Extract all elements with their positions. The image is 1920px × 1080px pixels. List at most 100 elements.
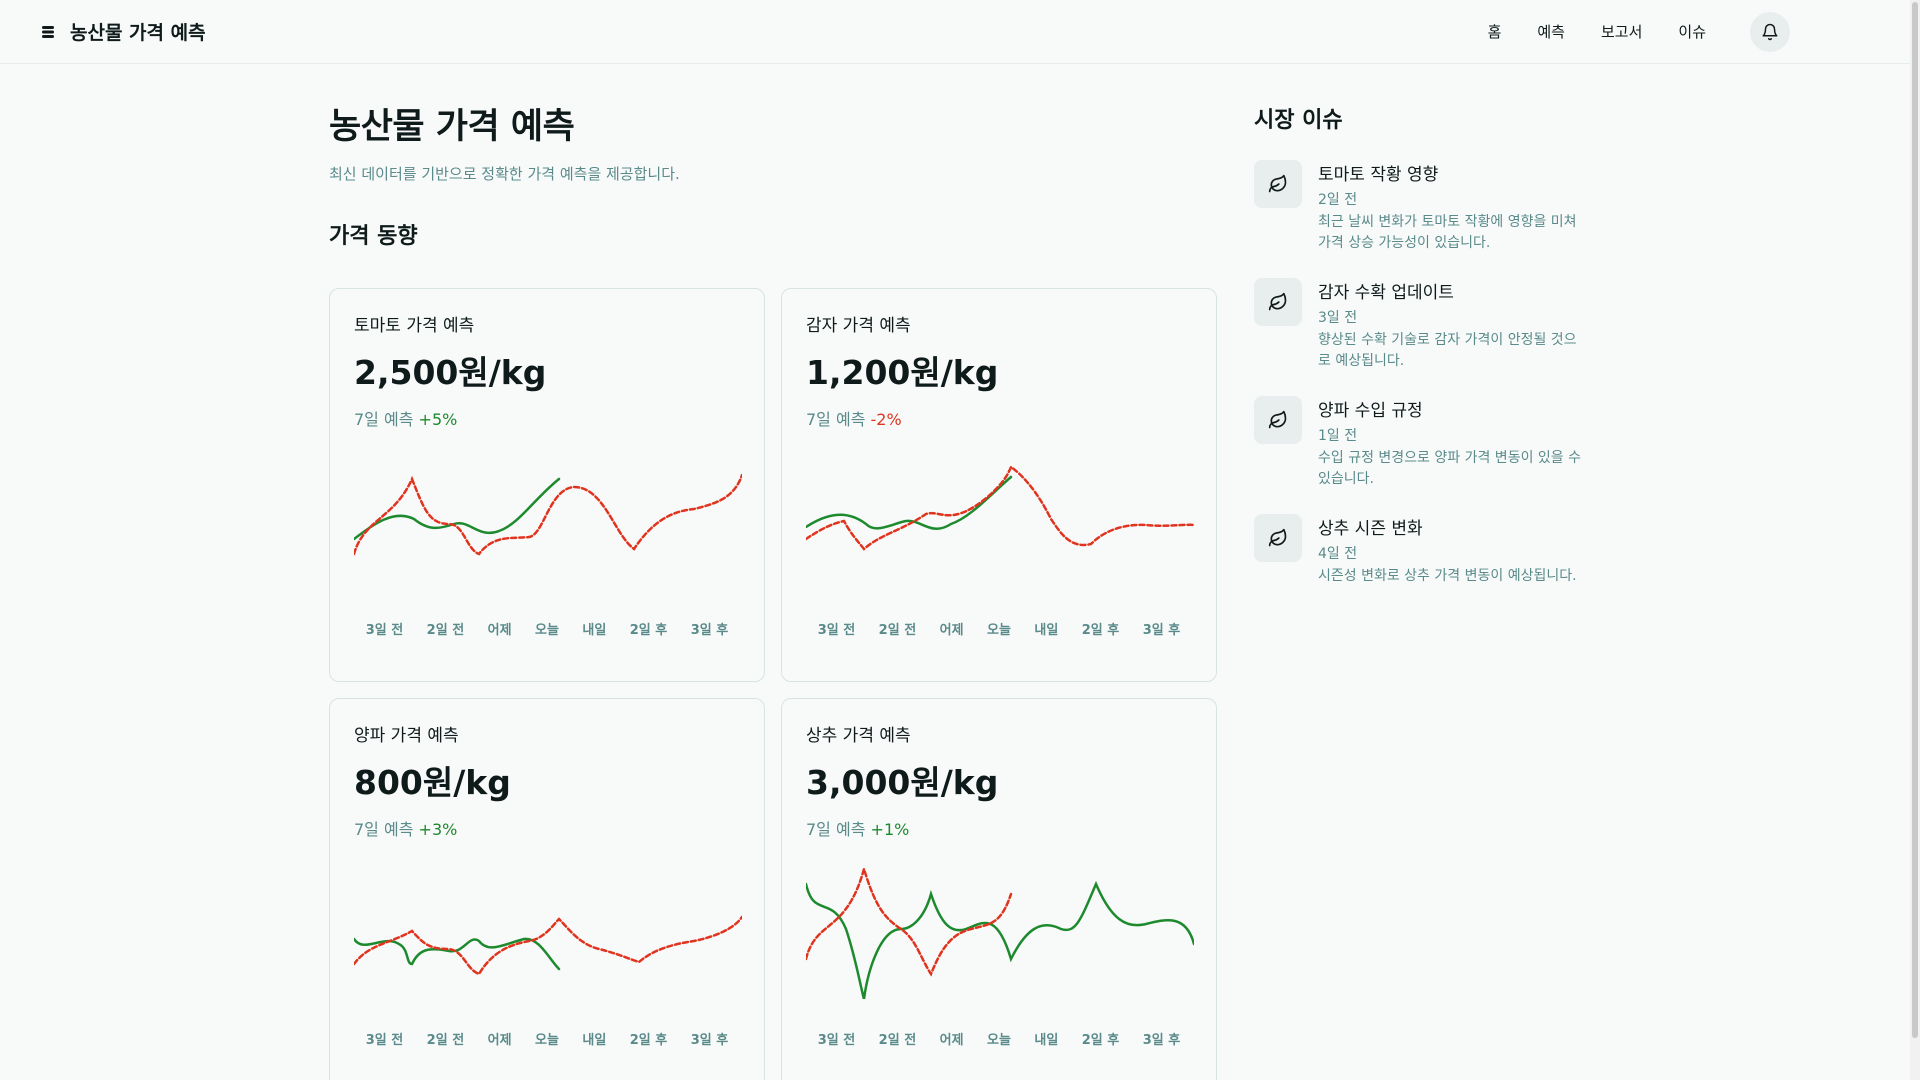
price-chart	[806, 465, 1194, 551]
x-tick: 내일	[1034, 623, 1059, 638]
issue-item[interactable]: 양파 수입 규정 1일 전 수입 규정 변경으로 양파 가격 변동이 있을 수 …	[1254, 396, 1594, 490]
forecast-change: +5%	[418, 410, 458, 429]
issue-item[interactable]: 토마토 작황 영향 2일 전 최근 날씨 변화가 토마토 작황에 영향을 미쳐 …	[1254, 160, 1594, 254]
x-tick: 어제	[939, 1033, 964, 1048]
main-nav: 홈 예측 보고서 이슈	[1487, 11, 1790, 52]
nav-home[interactable]: 홈	[1487, 23, 1502, 41]
card-title: 상추 가격 예측	[806, 726, 911, 746]
page-title: 농산물 가격 예측	[329, 107, 575, 147]
x-tick: 3일 후	[690, 623, 729, 638]
x-tick: 2일 전	[878, 623, 917, 638]
actual-price-line	[354, 937, 561, 971]
price-card-potato[interactable]: 감자 가격 예측 1,200원/kg 7일 예측 -2% 3일 전 2일 전 어…	[781, 288, 1217, 682]
x-tick: 3일 후	[1142, 623, 1181, 638]
bell-icon	[1762, 23, 1778, 40]
forecast-change: +1%	[870, 820, 910, 839]
card-price: 3,000원/kg	[806, 763, 999, 802]
x-tick: 3일 전	[817, 1033, 856, 1048]
actual-price-line	[806, 880, 1194, 999]
market-issues-panel: 시장 이슈 토마토 작황 영향 2일 전 최근 날씨 변화가 토마토 작황에 영…	[1254, 64, 1594, 587]
x-tick: 3일 전	[365, 1033, 404, 1048]
price-chart	[354, 473, 742, 556]
price-card-lettuce[interactable]: 상추 가격 예측 3,000원/kg 7일 예측 +1% 3일 전 2일 전 어…	[781, 698, 1217, 1080]
brand[interactable]: 농산물 가격 예측	[40, 18, 206, 45]
nav-issues[interactable]: 이슈	[1678, 23, 1706, 41]
x-tick: 2일 후	[629, 1033, 668, 1048]
x-axis: 3일 전 2일 전 어제 오늘 내일 2일 후 3일 후	[354, 619, 740, 638]
notifications-button[interactable]	[1750, 11, 1790, 52]
forecast-price-line	[354, 915, 742, 976]
price-card-onion[interactable]: 양파 가격 예측 800원/kg 7일 예측 +3% 3일 전 2일 전 어제 …	[329, 698, 765, 1080]
leaf-icon	[1254, 514, 1302, 562]
issue-title: 상추 시즌 변화	[1318, 519, 1423, 539]
issue-body: 양파 수입 규정 1일 전 수입 규정 변경으로 양파 가격 변동이 있을 수 …	[1318, 396, 1588, 490]
x-tick: 내일	[582, 1033, 607, 1048]
issue-time: 4일 전	[1318, 546, 1358, 562]
x-tick: 어제	[939, 623, 964, 638]
actual-price-line	[354, 477, 561, 541]
card-price: 800원/kg	[354, 763, 511, 802]
x-tick: 오늘	[535, 1033, 559, 1048]
main-content: 농산물 가격 예측 최신 데이터를 기반으로 정확한 가격 예측을 제공합니다.…	[329, 64, 1217, 1080]
leaf-icon	[1254, 160, 1302, 208]
forecast-change: -2%	[870, 410, 902, 429]
x-axis: 3일 전 2일 전 어제 오늘 내일 2일 후 3일 후	[354, 1029, 740, 1048]
card-forecast: 7일 예측 +3%	[354, 816, 740, 840]
card-price: 1,200원/kg	[806, 353, 999, 392]
card-price: 2,500원/kg	[354, 353, 547, 392]
issues-title: 시장 이슈	[1254, 108, 1343, 133]
x-tick: 3일 전	[817, 623, 856, 638]
forecast-price-line	[806, 864, 1013, 977]
x-tick: 오늘	[987, 623, 1011, 638]
forecast-change: +3%	[418, 820, 458, 839]
forecast-label: 7일 예측	[354, 820, 414, 839]
x-tick: 3일 후	[690, 1033, 729, 1048]
scrollbar-thumb[interactable]	[1912, 2, 1918, 1038]
x-tick: 오늘	[987, 1033, 1011, 1048]
x-tick: 2일 후	[629, 623, 668, 638]
card-forecast: 7일 예측 +1%	[806, 816, 1192, 840]
issue-title: 토마토 작황 영향	[1318, 165, 1439, 185]
price-cards-grid: 토마토 가격 예측 2,500원/kg 7일 예측 +5% 3일 전 2일 전 …	[329, 288, 1217, 1080]
leaf-icon	[1254, 396, 1302, 444]
issue-body: 상추 시즌 변화 4일 전 시즌성 변화로 상추 가격 변동이 예상됩니다.	[1318, 514, 1588, 587]
page-subtitle: 최신 데이터를 기반으로 정확한 가격 예측을 제공합니다.	[329, 165, 680, 183]
issue-desc: 시즌성 변화로 상추 가격 변동이 예상됩니다.	[1318, 568, 1577, 584]
issue-desc: 수입 규정 변경으로 양파 가격 변동이 있을 수 있습니다.	[1318, 450, 1581, 487]
x-tick: 내일	[582, 623, 607, 638]
x-tick: 3일 후	[1142, 1033, 1181, 1048]
card-title: 감자 가격 예측	[806, 316, 911, 336]
x-tick: 2일 전	[426, 623, 465, 638]
scrollbar[interactable]	[1910, 0, 1920, 1080]
x-tick: 2일 후	[1081, 1033, 1120, 1048]
x-tick: 오늘	[535, 623, 559, 638]
card-title: 양파 가격 예측	[354, 726, 459, 746]
issue-desc: 향상된 수확 기술로 감자 가격이 안정될 것으로 예상됩니다.	[1318, 332, 1577, 369]
issue-title: 감자 수확 업데이트	[1318, 283, 1454, 303]
issue-time: 3일 전	[1318, 310, 1358, 326]
x-tick: 3일 전	[365, 623, 404, 638]
x-tick: 어제	[487, 1033, 512, 1048]
issue-body: 감자 수확 업데이트 3일 전 향상된 수확 기술로 감자 가격이 안정될 것으…	[1318, 278, 1588, 372]
issue-time: 2일 전	[1318, 192, 1358, 208]
x-tick: 2일 후	[1081, 623, 1120, 638]
price-card-tomato[interactable]: 토마토 가격 예측 2,500원/kg 7일 예측 +5% 3일 전 2일 전 …	[329, 288, 765, 682]
issue-desc: 최근 날씨 변화가 토마토 작황에 영향을 미쳐 가격 상승 가능성이 있습니다…	[1318, 214, 1577, 251]
card-title: 토마토 가격 예측	[354, 316, 475, 336]
leaf-icon	[1254, 278, 1302, 326]
forecast-label: 7일 예측	[806, 410, 866, 429]
forecast-label: 7일 예측	[806, 820, 866, 839]
forecast-price-line	[806, 465, 1194, 551]
x-tick: 2일 전	[878, 1033, 917, 1048]
x-tick: 2일 전	[426, 1033, 465, 1048]
x-axis: 3일 전 2일 전 어제 오늘 내일 2일 후 3일 후	[806, 1029, 1192, 1048]
issue-item[interactable]: 감자 수확 업데이트 3일 전 향상된 수확 기술로 감자 가격이 안정될 것으…	[1254, 278, 1594, 372]
card-forecast: 7일 예측 -2%	[806, 406, 1192, 430]
x-tick: 어제	[487, 623, 512, 638]
x-axis: 3일 전 2일 전 어제 오늘 내일 2일 후 3일 후	[806, 619, 1192, 638]
nav-forecast[interactable]: 예측	[1537, 23, 1565, 41]
price-chart	[806, 864, 1194, 999]
issue-item[interactable]: 상추 시즌 변화 4일 전 시즌성 변화로 상추 가격 변동이 예상됩니다.	[1254, 514, 1594, 587]
issue-time: 1일 전	[1318, 428, 1358, 444]
nav-reports[interactable]: 보고서	[1600, 23, 1643, 41]
